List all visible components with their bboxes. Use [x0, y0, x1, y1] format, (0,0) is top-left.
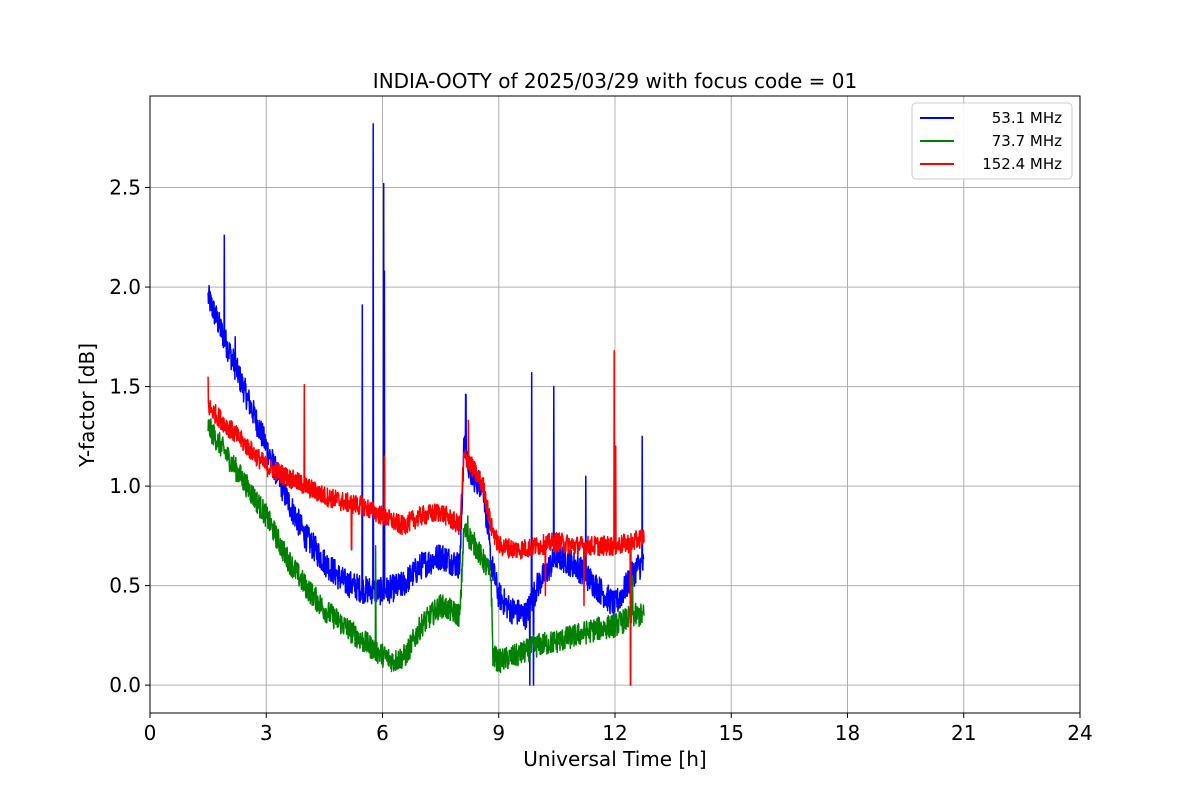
y-tick-label: 0.0 — [109, 673, 141, 697]
legend-label: 73.7 MHz — [992, 132, 1062, 150]
legend-label: 152.4 MHz — [982, 155, 1062, 173]
x-tick-label: 24 — [1067, 721, 1092, 745]
y-tick-label: 1.0 — [109, 474, 141, 498]
ticks: 0 3 6 9 12 15 18 21 24 0.0 0.5 1.0 1.5 2.0 2.5 — [109, 176, 1093, 745]
x-tick-label: 12 — [602, 721, 627, 745]
legend-label: 53.1 MHz — [992, 109, 1062, 127]
legend: 53.1 MHz 73.7 MHz 152.4 MHz — [911, 102, 1073, 180]
y-axis-label: Y-factor [dB] — [75, 343, 99, 468]
chart-title: INDIA-OOTY of 2025/03/29 with focus code… — [373, 69, 857, 93]
y-tick-label: 2.5 — [109, 176, 141, 200]
x-tick-label: 0 — [144, 721, 157, 745]
y-tick-label: 2.0 — [109, 275, 141, 299]
x-tick-label: 21 — [951, 721, 976, 745]
x-tick-label: 15 — [719, 721, 744, 745]
x-tick-label: 18 — [835, 721, 860, 745]
x-tick-label: 3 — [260, 721, 273, 745]
x-axis-label: Universal Time [h] — [523, 747, 706, 771]
legend-box — [911, 102, 1073, 180]
series-line — [207, 418, 645, 674]
y-tick-label: 0.5 — [109, 574, 141, 598]
x-tick-label: 6 — [376, 721, 389, 745]
series-layer — [207, 123, 645, 686]
series-line — [207, 350, 645, 686]
x-tick-label: 9 — [492, 721, 505, 745]
y-tick-label: 1.5 — [109, 375, 141, 399]
